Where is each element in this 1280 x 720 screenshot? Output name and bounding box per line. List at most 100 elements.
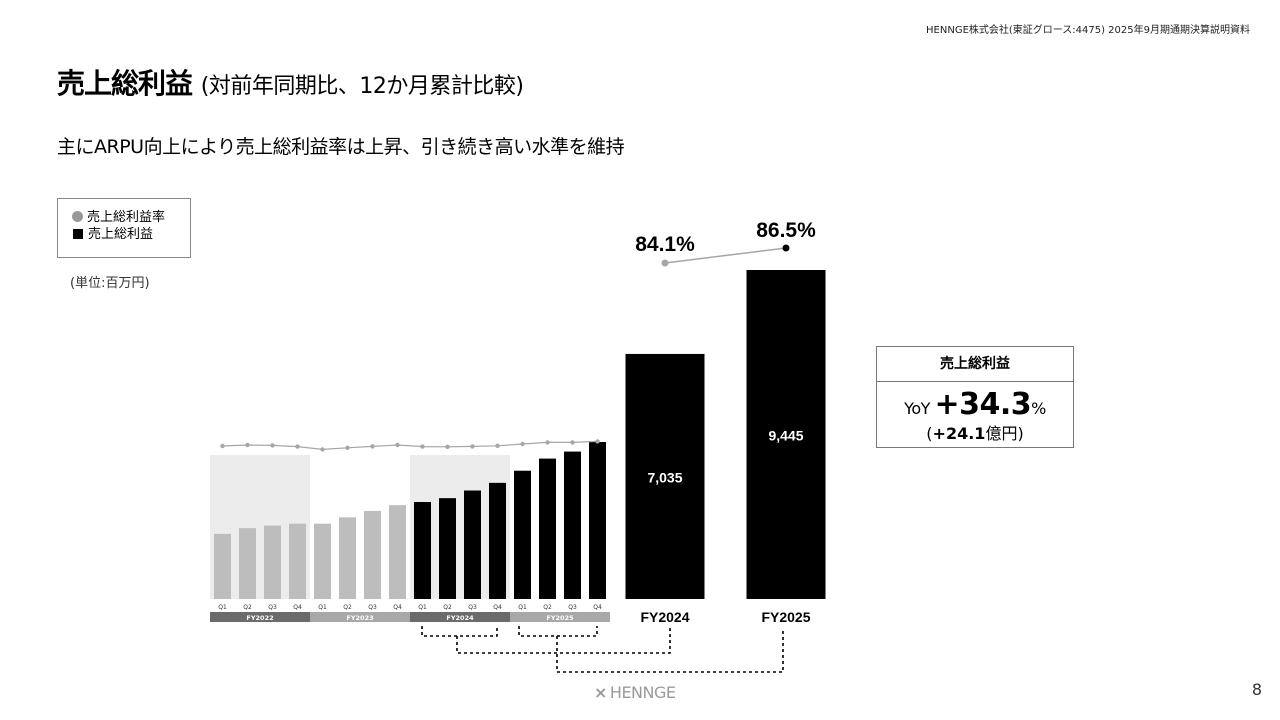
yoy-line: YoY +34.3% [877, 387, 1073, 422]
annual-bar-value-label: 9,445 [768, 428, 803, 444]
yoy-amount-unit: 億円) [985, 424, 1024, 443]
page-number: 8 [1251, 680, 1262, 699]
annual-rate-label: 86.5% [756, 219, 816, 242]
quarter-rate-point [345, 445, 350, 450]
quarter-bar [589, 442, 606, 599]
quarter-tick-label: Q2 [543, 604, 552, 611]
quarter-rate-point [245, 442, 250, 448]
legend-item-profit: 売上総利益 [72, 226, 190, 243]
yoy-amount-value: +24.1 [932, 424, 986, 443]
page-title: 売上総利益 (対前年同期比、12か月累計比較) [57, 62, 524, 102]
quarter-tick-label: Q2 [243, 604, 252, 611]
quarter-bar [214, 533, 231, 599]
unit-label: (単位:百万円) [70, 276, 150, 291]
fy2024-connector [456, 628, 671, 654]
fiscal-year-band [410, 612, 510, 622]
title-sub: (対前年同期比、12か月累計比較) [200, 74, 524, 99]
circle-icon [72, 211, 83, 222]
fiscal-year-band-label: FY2025 [546, 614, 574, 622]
quarter-bar [514, 470, 531, 599]
quarter-rate-point [395, 442, 400, 448]
quarter-tick-label: Q4 [393, 604, 402, 611]
quarter-bar [414, 501, 431, 599]
quarter-rate-point [320, 447, 325, 452]
annual-rate-point [661, 259, 669, 267]
yoy-heading: 売上総利益 [877, 347, 1073, 382]
fy2025-connector [556, 628, 784, 673]
footer-logo: ⨯ HENNGE [594, 683, 676, 702]
yoy-box: 売上総利益 YoY +34.3% (+24.1億円) [876, 346, 1074, 448]
fiscal-year-band [310, 612, 410, 622]
quarter-bar [539, 458, 556, 599]
quarter-tick-label: Q1 [518, 604, 527, 611]
quarter-tick-label: Q3 [468, 604, 477, 611]
quarter-rate-point [520, 441, 525, 447]
footer-logo-text: HENNGE [609, 683, 676, 702]
fy2024-quarters-bracket [421, 626, 498, 637]
quarter-rate-point [595, 439, 600, 444]
quarter-tick-label: Q1 [418, 604, 427, 611]
quarter-tick-label: Q2 [343, 604, 352, 611]
legend-profit-label: 売上総利益 [88, 227, 154, 242]
quarter-bar [314, 523, 331, 599]
annual-rate-label: 84.1% [635, 233, 695, 256]
annual-category-label: FY2024 [640, 609, 689, 625]
quarter-tick-label: Q3 [368, 604, 377, 611]
fiscal-year-band-label: FY2022 [246, 614, 273, 622]
quarter-rate-point [570, 440, 575, 445]
quarter-rate-point [370, 444, 375, 449]
quarter-tick-label: Q4 [493, 604, 502, 611]
quarter-tick-label: Q4 [293, 604, 302, 611]
quarter-tick-label: Q1 [218, 604, 227, 611]
quarter-bar [464, 490, 481, 599]
quarter-bar [289, 523, 306, 599]
title-main: 売上総利益 [57, 67, 193, 100]
quarter-rate-point [445, 444, 450, 449]
quarter-bar [339, 517, 356, 599]
quarter-bar [364, 510, 381, 599]
quarter-rate-point [420, 444, 425, 449]
quarter-rate-point [495, 443, 500, 448]
header-note: HENNGE株式会社(東証グロース:4475) 2025年9月期通期決算説明資料 [926, 25, 1250, 36]
fiscal-year-band [510, 612, 610, 622]
annual-category-label: FY2025 [761, 609, 810, 625]
quarter-rate-line [222, 440, 598, 451]
annual-bar-value-label: 7,035 [647, 469, 682, 485]
quarter-tick-label: Q2 [443, 604, 452, 611]
quarter-rate-point [270, 443, 275, 448]
quarter-rate-point [295, 444, 300, 449]
annual-bar [746, 270, 826, 599]
quarter-tick-label: Q4 [593, 604, 602, 611]
fiscal-year-band [210, 612, 310, 622]
quarter-bar [239, 528, 256, 599]
fy2025-quarters-bracket [518, 626, 598, 637]
yoy-prefix: YoY [904, 399, 935, 418]
quarter-rate-point [470, 444, 475, 449]
fiscal-year-band-label: FY2023 [346, 614, 373, 622]
annual-rate-line [664, 247, 787, 264]
fiscal-year-band-label: FY2024 [446, 614, 474, 622]
yoy-pct: % [1031, 399, 1046, 418]
quarter-rate-point [220, 443, 225, 449]
square-icon [73, 229, 83, 239]
quarter-bar [439, 498, 456, 599]
legend-rate-label: 売上総利益率 [87, 210, 166, 225]
chart-legend: 売上総利益率 売上総利益 [57, 198, 191, 258]
page-subtitle: 主にARPU向上により売上総利益率は上昇、引き続き高い水準を維持 [57, 136, 625, 158]
quarter-tick-label: Q3 [568, 604, 577, 611]
quarter-rate-point [545, 440, 550, 445]
quarter-bar [489, 482, 506, 599]
yoy-amount-open: ( [926, 424, 933, 443]
yoy-value: +34.3 [934, 387, 1032, 422]
legend-item-rate: 売上総利益率 [72, 209, 190, 226]
quarter-bar [389, 505, 406, 599]
henNGE-logo-icon: ⨯ [594, 683, 607, 702]
quarter-bar [264, 525, 281, 599]
yoy-amount: (+24.1億円) [877, 420, 1073, 444]
quarter-bar [564, 451, 581, 599]
quarter-tick-label: Q1 [318, 604, 327, 611]
annual-rate-point [782, 244, 790, 252]
quarter-tick-label: Q3 [268, 604, 277, 611]
annual-bar [625, 353, 705, 599]
